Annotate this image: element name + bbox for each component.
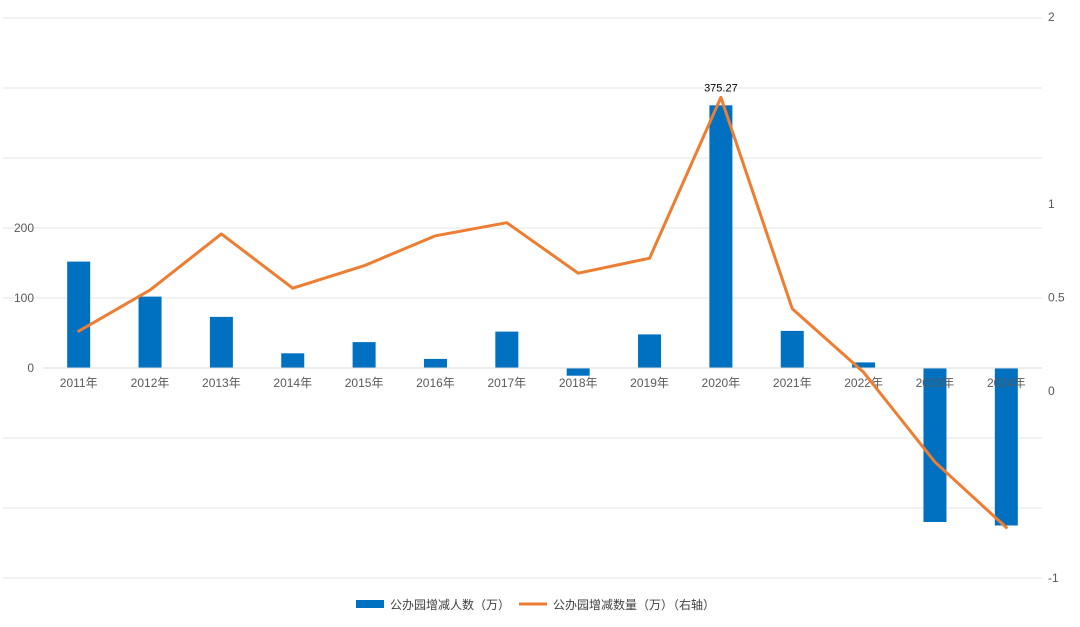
bar — [923, 368, 947, 522]
bar — [638, 334, 662, 368]
bar — [281, 353, 305, 368]
y-left-tick-label: 200 — [14, 221, 34, 235]
x-tick-label: 2013年 — [202, 376, 241, 390]
legend-swatch-bar — [356, 600, 384, 608]
x-tick-label: 2014年 — [273, 376, 312, 390]
legend: 公办园增减人数（万） 公办园增减数量（万）（右轴） — [356, 597, 715, 612]
bar — [852, 362, 876, 368]
y-right-tick-label: 1 — [1048, 197, 1055, 211]
x-tick-label: 2011年 — [60, 376, 98, 390]
gridlines — [3, 17, 1042, 579]
bar — [566, 368, 590, 376]
y-left-tick-label: 100 — [14, 291, 34, 305]
bar-series — [67, 105, 1018, 526]
right-y-axis-ticks: 2 1 0.5 0 -1 — [1048, 10, 1065, 585]
x-tick-label: 2016年 — [416, 376, 455, 390]
series-line — [77, 95, 1008, 530]
x-tick-label: 2024年 — [987, 376, 1026, 390]
left-y-axis-ticks: 0 100 200 — [14, 221, 34, 375]
bar — [423, 358, 447, 368]
bar — [994, 368, 1018, 526]
bar — [67, 261, 91, 368]
x-tick-label: 2017年 — [487, 376, 526, 390]
y-right-tick-label: 2 — [1048, 10, 1055, 24]
x-tick-label: 2020年 — [702, 376, 741, 390]
y-right-tick-label: -1 — [1048, 571, 1059, 585]
bar — [495, 331, 519, 368]
x-tick-label: 2019年 — [630, 376, 669, 390]
x-tick-label: 2015年 — [345, 376, 384, 390]
bar — [138, 296, 162, 368]
x-axis-ticks: 2011年 2012年 2013年 2014年 2015年 2016年 2017年 2018年… — [60, 376, 1026, 390]
bar — [209, 316, 233, 368]
legend-label-line: 公办园增减数量（万）（右轴） — [553, 597, 715, 612]
x-tick-label: 2023年 — [916, 376, 955, 390]
bar — [709, 105, 733, 368]
y-left-tick-label: 0 — [27, 361, 34, 375]
x-tick-label: 2012年 — [131, 376, 170, 390]
legend-label-bar: 公办园增减人数（万） — [390, 597, 510, 612]
x-tick-label: 2018年 — [559, 376, 598, 390]
y-right-tick-label: 0.5 — [1048, 291, 1065, 305]
x-tick-label: 2021年 — [773, 376, 812, 390]
bar — [352, 342, 376, 368]
line-series — [77, 95, 1008, 530]
data-labels: 375.27 — [704, 82, 738, 94]
y-right-tick-label: 0 — [1048, 384, 1055, 398]
bar — [780, 330, 804, 368]
data-label: 375.27 — [704, 82, 738, 94]
